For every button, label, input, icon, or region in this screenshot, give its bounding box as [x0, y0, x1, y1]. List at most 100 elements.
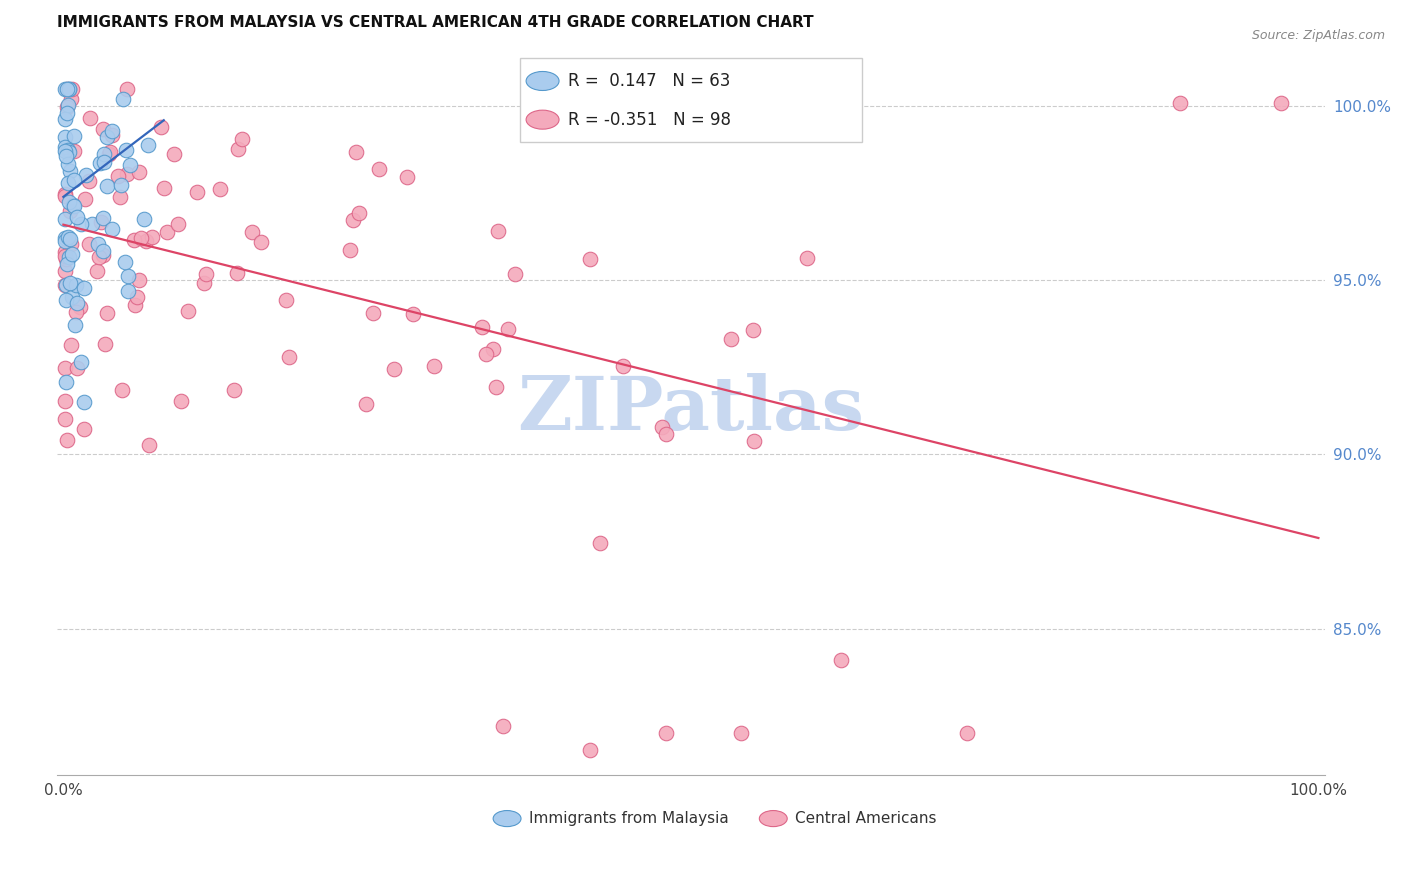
Point [63, 129, 86, 144]
Point [225, 266, 247, 280]
Point [125, 290, 148, 304]
Point [274, 293, 297, 307]
Point [485, 379, 508, 393]
Point [344, 145, 367, 160]
Point [589, 536, 612, 550]
Point [96, 130, 118, 145]
Point [655, 726, 678, 740]
Point [250, 235, 273, 249]
Point [53, 211, 76, 226]
Point [742, 434, 765, 449]
Point [156, 225, 179, 239]
Point [117, 284, 139, 298]
Point [53, 245, 76, 260]
Point [423, 359, 446, 374]
Point [141, 229, 163, 244]
Point [339, 244, 361, 258]
Point [195, 267, 218, 281]
Point [53, 186, 76, 201]
Point [101, 128, 124, 143]
Point [72, 394, 94, 409]
Point [56, 82, 79, 96]
Point [77, 237, 100, 252]
Point [53, 112, 76, 127]
Text: Source: ZipAtlas.com: Source: ZipAtlas.com [1251, 29, 1385, 43]
Point [66, 296, 89, 310]
Point [226, 142, 249, 156]
Point [58, 230, 80, 244]
Point [136, 137, 159, 152]
Point [1170, 95, 1192, 110]
Point [354, 397, 377, 411]
Point [58, 176, 80, 190]
Point [112, 92, 135, 106]
Point [1270, 95, 1292, 110]
Point [87, 250, 110, 264]
Point [58, 250, 80, 264]
Point [53, 277, 76, 292]
Point [122, 233, 145, 247]
Point [240, 226, 263, 240]
Point [93, 211, 115, 225]
Point [93, 154, 115, 169]
Point [89, 156, 111, 170]
Point [59, 237, 82, 252]
Point [90, 215, 112, 229]
Point [66, 210, 89, 224]
Point [60, 290, 83, 304]
Point [475, 347, 498, 361]
Point [87, 236, 110, 251]
Point [347, 206, 370, 220]
Point [63, 318, 86, 332]
Point [741, 323, 763, 337]
Point [96, 306, 118, 320]
Point [65, 278, 87, 293]
Point [58, 82, 80, 96]
Point [486, 224, 509, 238]
Point [53, 82, 76, 96]
Point [53, 144, 76, 158]
Point [93, 147, 115, 161]
Point [58, 82, 80, 96]
Point [110, 178, 132, 192]
Point [115, 143, 138, 157]
Point [55, 433, 77, 447]
Point [224, 383, 246, 397]
Point [720, 332, 742, 346]
Point [124, 297, 146, 311]
Point [120, 158, 142, 172]
Point [117, 269, 139, 284]
Point [101, 124, 124, 138]
Point [79, 112, 101, 126]
Point [395, 170, 418, 185]
Point [471, 320, 494, 334]
Point [66, 361, 89, 376]
Point [59, 232, 82, 246]
Point [651, 419, 673, 434]
Point [655, 427, 678, 442]
Point [62, 198, 84, 212]
Point [53, 130, 76, 145]
Point [149, 120, 172, 134]
Point [93, 336, 115, 351]
Point [53, 411, 76, 425]
Point [58, 145, 80, 159]
Point [70, 218, 93, 232]
Point [53, 249, 76, 263]
Point [209, 182, 232, 196]
Point [86, 264, 108, 278]
Point [56, 82, 79, 96]
Point [368, 161, 391, 176]
Circle shape [494, 811, 522, 827]
Point [56, 144, 79, 158]
Point [56, 156, 79, 170]
Point [73, 281, 96, 295]
Circle shape [526, 110, 560, 129]
Point [193, 276, 215, 290]
Circle shape [759, 811, 787, 827]
Point [135, 234, 157, 248]
Point [56, 97, 79, 112]
Point [59, 164, 82, 178]
Point [128, 165, 150, 179]
Point [82, 217, 104, 231]
